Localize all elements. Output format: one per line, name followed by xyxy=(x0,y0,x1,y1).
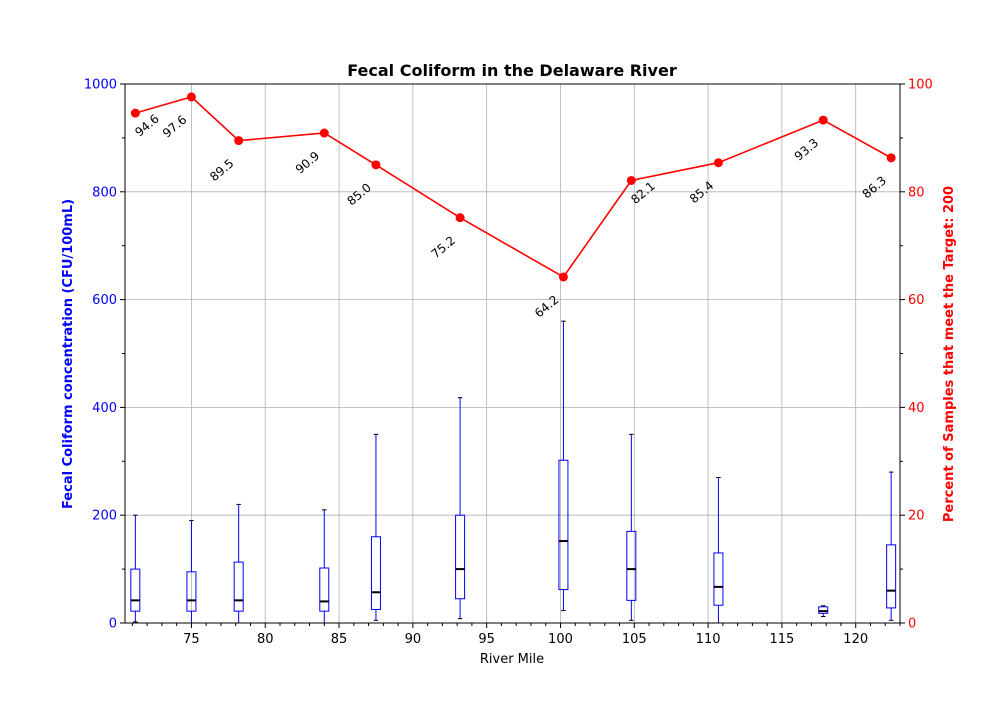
y-left-tick-label: 200 xyxy=(92,509,117,524)
box-plot xyxy=(233,503,244,624)
y-left-tick-label: 0 xyxy=(109,617,117,632)
y-left-tick-label: 600 xyxy=(92,293,117,308)
box-layer xyxy=(130,320,897,624)
box-body xyxy=(130,568,141,612)
series-point xyxy=(886,153,896,163)
x-tick-label: 80 xyxy=(257,632,274,647)
box-body xyxy=(558,459,569,591)
x-axis-label: River Mile xyxy=(480,652,544,667)
box-plot xyxy=(818,605,829,618)
x-tick-label: 115 xyxy=(769,632,794,647)
axes-layer: 75 80 85 90 95 100 105 110 115 120020040060080010… xyxy=(84,78,933,648)
box-body xyxy=(818,606,829,614)
data-label: 64.2 xyxy=(532,293,561,321)
x-tick-label: 100 xyxy=(548,632,573,647)
box-plot xyxy=(626,433,637,621)
x-tick-label: 120 xyxy=(843,632,868,647)
data-label: 89.5 xyxy=(207,156,236,184)
box-plot xyxy=(886,471,897,621)
x-tick-label: 85 xyxy=(331,632,348,647)
data-label: 75.2 xyxy=(429,233,458,261)
x-tick-label: 95 xyxy=(478,632,495,647)
y-left-tick-label: 400 xyxy=(92,401,117,416)
box-plot xyxy=(558,320,569,612)
box-body xyxy=(713,552,724,606)
chart-title: Fecal Coliform in the Delaware River xyxy=(347,61,677,80)
box-body xyxy=(370,536,381,611)
box-body xyxy=(455,514,466,600)
y-right-tick-label: 60 xyxy=(908,293,925,308)
box-body xyxy=(886,544,897,609)
series-point xyxy=(713,158,723,168)
series-line xyxy=(135,96,892,279)
series-point xyxy=(130,108,140,118)
y-left-tick-label: 1000 xyxy=(84,78,117,93)
data-label: 86.3 xyxy=(860,173,889,201)
x-tick-label: 110 xyxy=(696,632,721,647)
series-point xyxy=(234,136,244,146)
y-left-tick-label: 800 xyxy=(92,185,117,200)
series-point xyxy=(319,128,329,138)
x-tick-label: 105 xyxy=(622,632,647,647)
x-tick-label: 75 xyxy=(183,632,200,647)
line-layer: 94.697.689.5 90.985.075.264.282.1 85.493.3… xyxy=(130,92,896,321)
y-axis-left-label: Fecal Coliform concentration (CFU/100mL) xyxy=(61,199,76,509)
data-label: 90.9 xyxy=(293,149,322,177)
box-plot xyxy=(130,514,141,623)
box-body xyxy=(626,530,637,601)
y-right-tick-label: 20 xyxy=(908,509,925,524)
y-right-tick-label: 80 xyxy=(908,185,925,200)
box-plot xyxy=(713,476,724,624)
y-axis-right-label: Percent of Samples that meet the Target:… xyxy=(942,186,957,522)
series-point xyxy=(455,213,465,223)
series-point xyxy=(371,160,381,170)
box-plot xyxy=(370,433,381,621)
box-body xyxy=(319,567,330,612)
y-right-tick-label: 0 xyxy=(908,617,916,632)
box-body xyxy=(233,561,244,612)
series-point xyxy=(558,272,568,282)
y-right-tick-label: 40 xyxy=(908,401,925,416)
series-point xyxy=(818,115,828,125)
series-point xyxy=(186,92,196,102)
data-label: 93.3 xyxy=(792,136,821,164)
grid-layer xyxy=(125,83,900,624)
y-right-tick-label: 100 xyxy=(908,78,933,93)
series-point xyxy=(626,175,636,185)
data-label: 85.4 xyxy=(687,178,716,206)
data-label: 85.0 xyxy=(344,180,373,208)
box-plot xyxy=(319,509,330,624)
data-label: 97.6 xyxy=(160,113,189,141)
box-plot xyxy=(455,397,466,620)
x-tick-label: 90 xyxy=(405,632,422,647)
box-body xyxy=(186,571,197,612)
